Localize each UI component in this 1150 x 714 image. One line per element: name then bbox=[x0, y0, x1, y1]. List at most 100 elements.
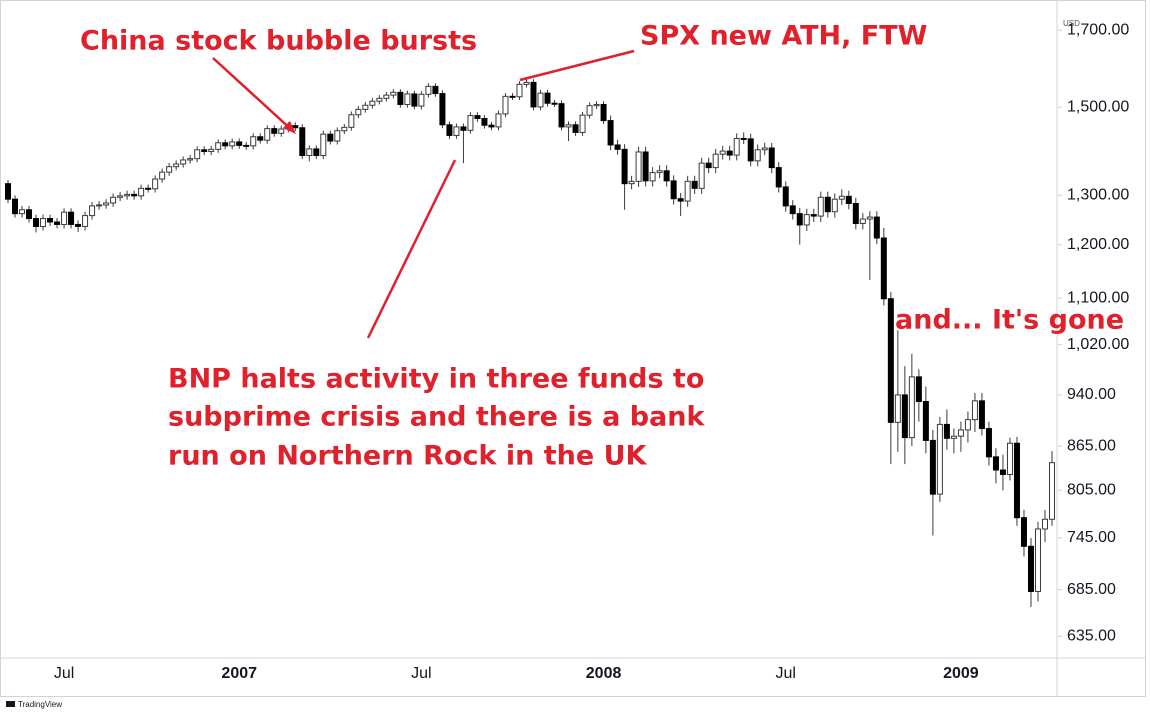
candle-body bbox=[194, 149, 201, 160]
candle-body bbox=[467, 115, 474, 131]
candle-body bbox=[215, 142, 222, 150]
candle-body bbox=[726, 150, 733, 156]
candle-body bbox=[397, 91, 404, 105]
logo-icon bbox=[6, 701, 15, 707]
candle-body bbox=[1013, 442, 1020, 519]
candle-body bbox=[320, 133, 327, 157]
candle-body bbox=[425, 85, 432, 95]
arrow-head bbox=[283, 121, 296, 134]
candle-body bbox=[509, 95, 516, 98]
candle-body bbox=[75, 223, 82, 227]
candle-body bbox=[698, 162, 705, 189]
candle-body bbox=[705, 162, 712, 169]
candle-body bbox=[712, 153, 719, 169]
candle-body bbox=[747, 138, 754, 162]
candle-body bbox=[222, 142, 229, 147]
candle-body bbox=[964, 419, 971, 431]
candle-body bbox=[152, 178, 159, 190]
y-tick-label: 685.00 bbox=[1067, 581, 1116, 598]
candle-body bbox=[558, 103, 565, 128]
candle-body bbox=[761, 147, 768, 151]
candle-body bbox=[978, 400, 985, 430]
candle-body bbox=[600, 103, 607, 122]
candle-body bbox=[873, 216, 880, 239]
candle-body bbox=[943, 423, 950, 439]
candle-body bbox=[866, 216, 873, 220]
candle-body bbox=[488, 124, 495, 128]
candle-body bbox=[474, 115, 481, 119]
candle-body bbox=[1034, 528, 1041, 592]
candle-body bbox=[880, 237, 887, 300]
candle-body bbox=[54, 221, 61, 225]
candle-body bbox=[159, 171, 166, 180]
currency: USD bbox=[1063, 19, 1080, 28]
candle-body bbox=[929, 439, 936, 495]
candle-body bbox=[642, 151, 649, 182]
candle-body bbox=[628, 180, 635, 185]
candle-body bbox=[61, 211, 68, 225]
candle-body bbox=[173, 163, 180, 168]
x-tick-label: Jul bbox=[776, 665, 796, 682]
candle-body bbox=[432, 85, 439, 95]
candle-body bbox=[460, 126, 467, 131]
candle-body bbox=[523, 81, 530, 85]
candle-body bbox=[82, 215, 89, 227]
candle-body bbox=[572, 124, 579, 133]
candle-body bbox=[348, 114, 355, 128]
candle-body bbox=[376, 97, 383, 102]
candle-body bbox=[901, 394, 908, 439]
candle-body bbox=[341, 126, 348, 132]
candle-body bbox=[278, 128, 285, 134]
candle-body bbox=[607, 120, 614, 146]
candle-body bbox=[236, 141, 243, 146]
candle-body bbox=[271, 128, 278, 134]
candle-body bbox=[12, 198, 19, 215]
candle-body bbox=[201, 149, 208, 153]
candle-body bbox=[411, 93, 418, 107]
candle-body bbox=[33, 218, 40, 227]
y-tick-label: 1,500.00 bbox=[1067, 99, 1129, 116]
y-axis: 635.00 685.00 745.00 805.00 865.00 940.00 1,02… bbox=[1057, 22, 1129, 645]
candle-body bbox=[166, 166, 173, 173]
candle-body bbox=[544, 92, 551, 104]
candle-body bbox=[971, 400, 978, 421]
candle-body bbox=[5, 183, 11, 200]
candle-body bbox=[306, 148, 313, 157]
candle-body bbox=[936, 423, 943, 495]
y-tick-label: 635.00 bbox=[1067, 628, 1116, 645]
candle-body bbox=[47, 218, 54, 223]
candle-body bbox=[656, 170, 663, 174]
candle-body bbox=[292, 125, 299, 129]
annotation: subprime crisis and there is a bank bbox=[168, 402, 705, 433]
candle-body bbox=[635, 151, 642, 182]
x-tick-label: 2007 bbox=[221, 665, 257, 682]
candle-body bbox=[26, 209, 33, 220]
candle-body bbox=[187, 158, 194, 161]
candle-body bbox=[915, 376, 922, 402]
candle-body bbox=[691, 180, 698, 189]
candle-body bbox=[145, 187, 152, 190]
annotation: SPX new ATH, FTW bbox=[640, 21, 927, 52]
candle-body bbox=[481, 117, 488, 126]
candle-body bbox=[768, 147, 775, 169]
candle-body bbox=[852, 202, 859, 224]
candle-body bbox=[817, 196, 824, 217]
candle-body bbox=[677, 198, 684, 202]
candle-body bbox=[453, 126, 460, 136]
candle-body bbox=[89, 205, 96, 217]
y-tick-label: 1,200.00 bbox=[1067, 236, 1129, 253]
candle-body bbox=[124, 193, 131, 197]
candle-body bbox=[551, 102, 558, 105]
candle-body bbox=[831, 198, 838, 213]
annotation: China stock bubble bursts bbox=[80, 26, 477, 57]
candle-body bbox=[313, 148, 320, 157]
candle-body bbox=[208, 148, 215, 153]
y-tick-label: 1,020.00 bbox=[1067, 336, 1129, 353]
candle-body bbox=[845, 195, 852, 204]
candle-body bbox=[957, 429, 964, 437]
candle-body bbox=[614, 144, 621, 150]
annotations: China stock bubble bursts SPX new ATH, F… bbox=[80, 21, 1124, 472]
y-tick-label: 1,100.00 bbox=[1067, 289, 1129, 306]
candle-body bbox=[369, 100, 376, 106]
